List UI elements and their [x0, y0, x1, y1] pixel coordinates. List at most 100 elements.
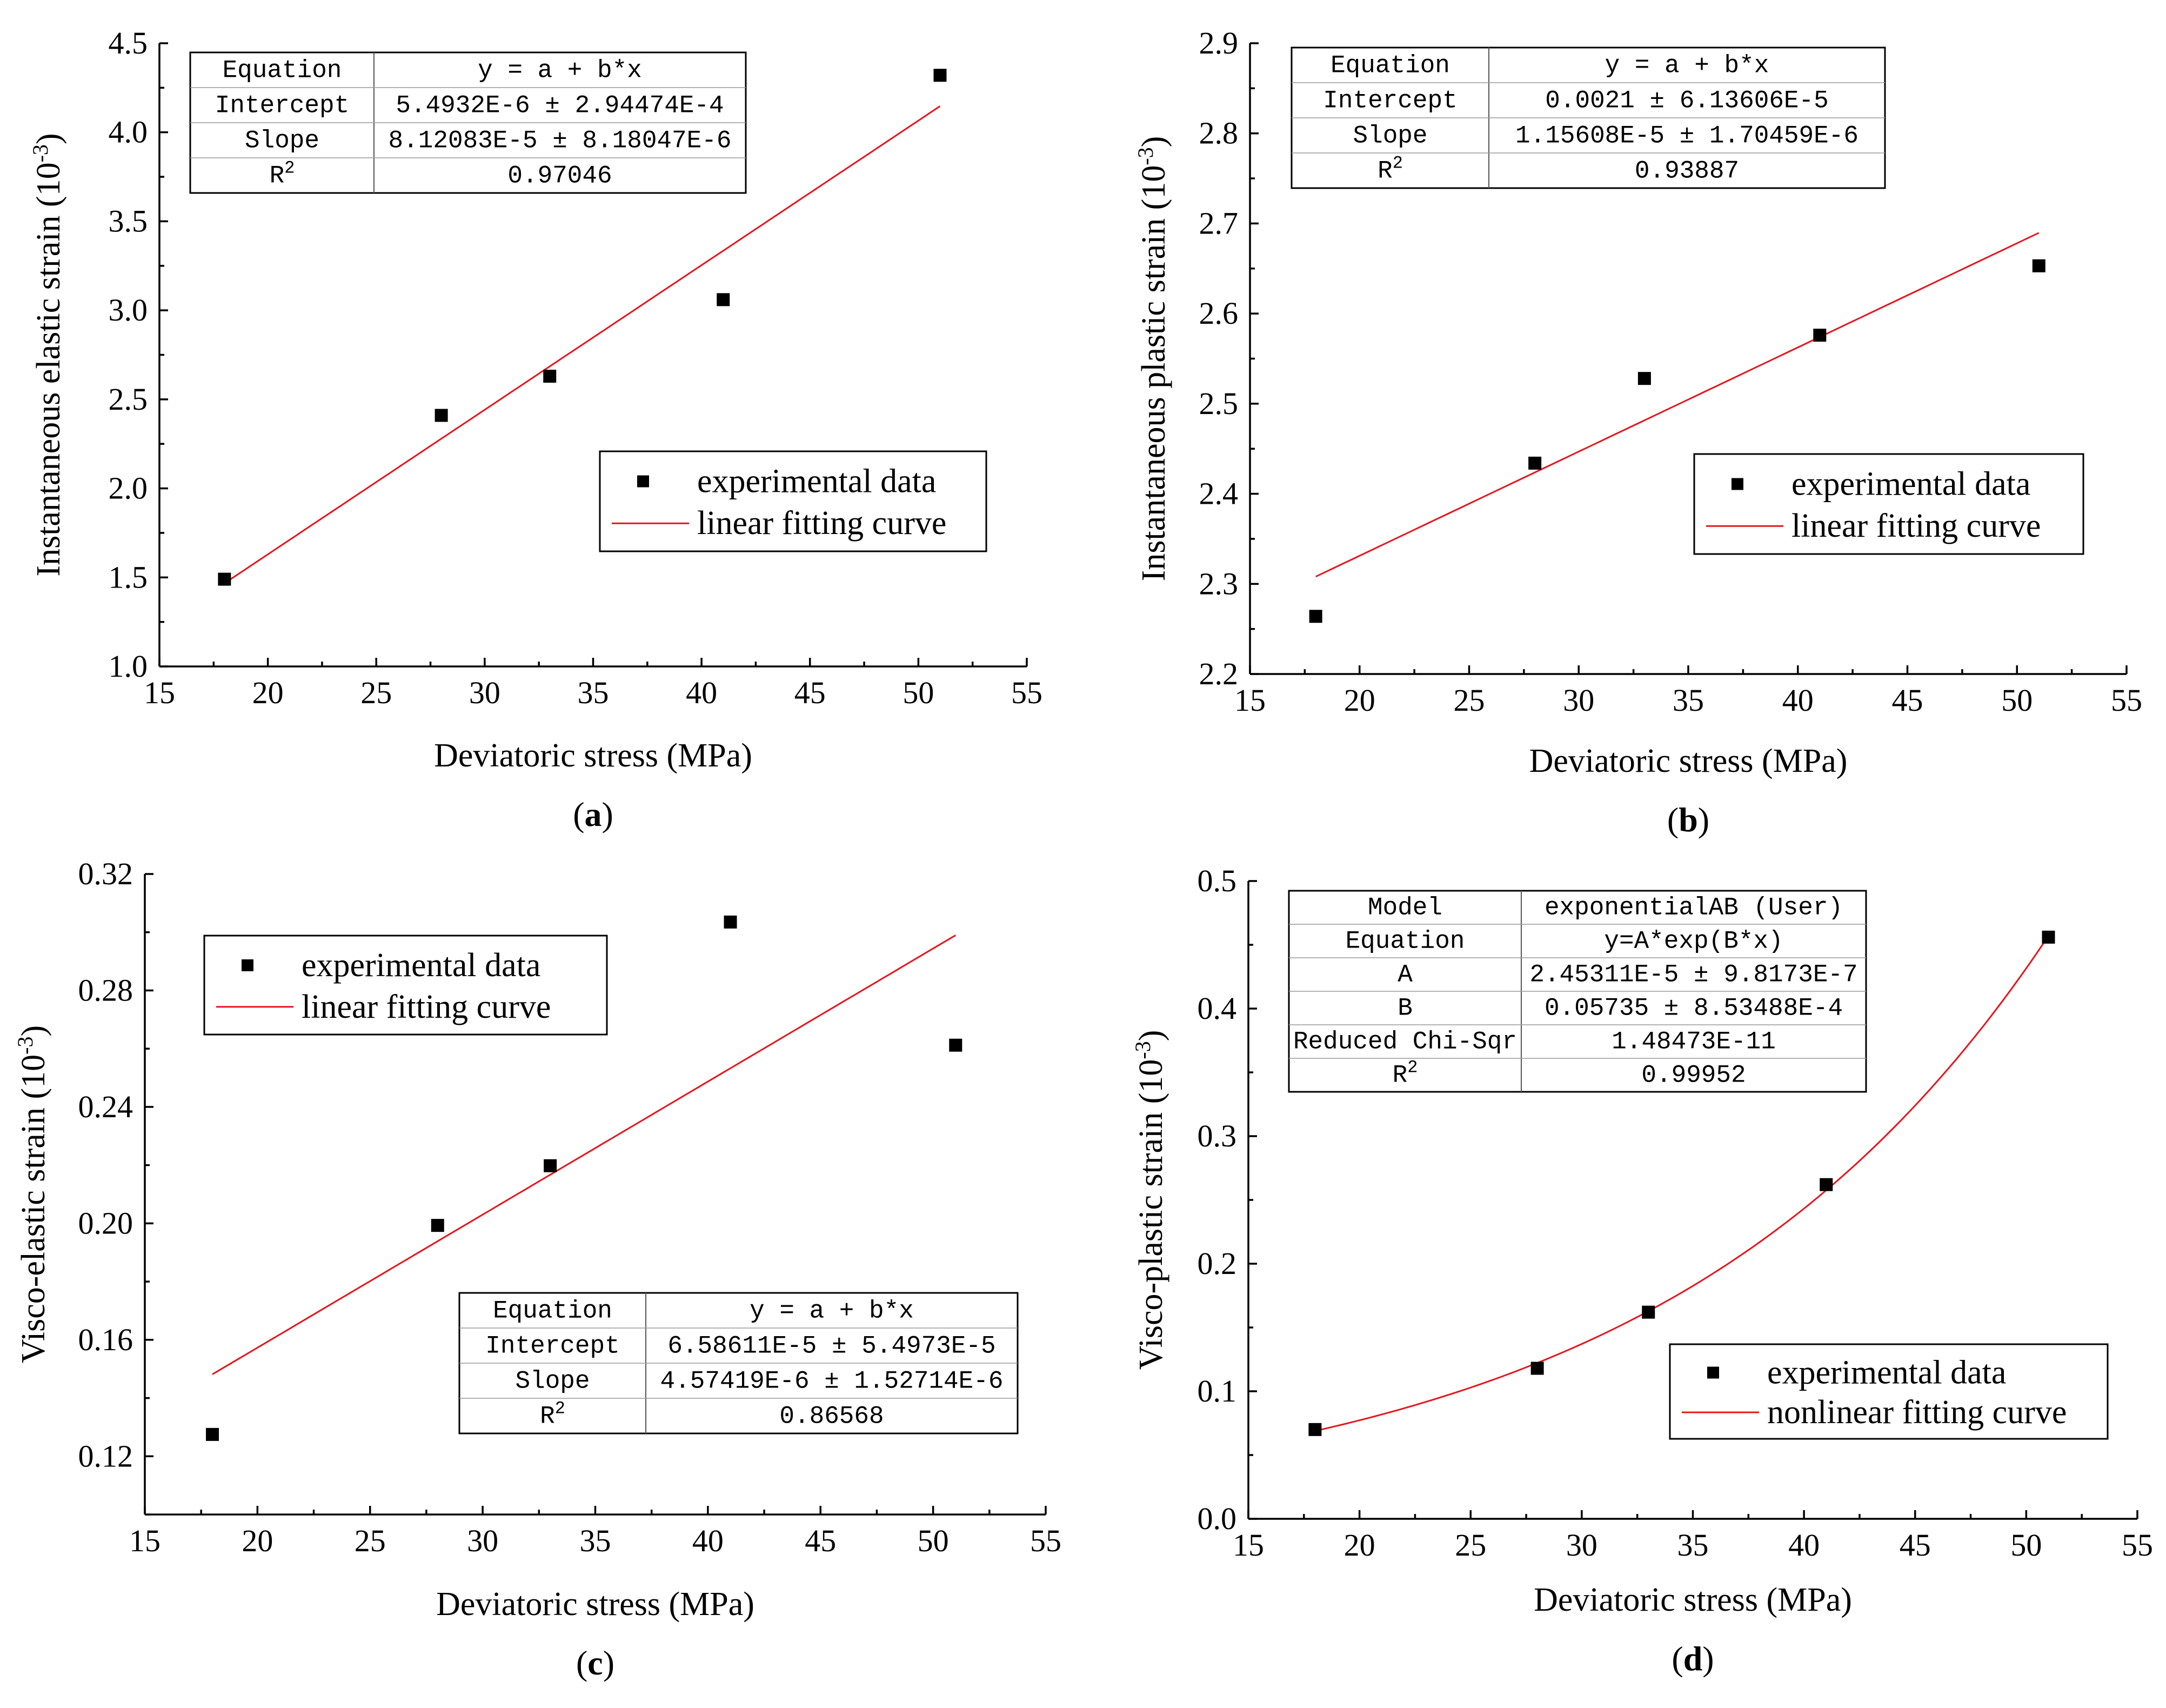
legend: experimental data linear fitting curve [1693, 453, 2084, 555]
panel-label: (d) [1672, 1639, 1714, 1678]
legend-label: experimental data [302, 947, 540, 984]
x-tick-label: 35 [580, 1523, 611, 1558]
stats-row-value: 0.97046 [507, 162, 612, 190]
data-point [1530, 1362, 1544, 1375]
y-tick-label: 2.8 [1199, 116, 1239, 151]
y-tick-label: 0.20 [78, 1205, 133, 1240]
stats-row-label: Intercept [215, 92, 349, 120]
x-tick-label: 25 [355, 1523, 386, 1558]
stats-row-label: R2 [540, 1398, 565, 1431]
legend-label: experimental data [697, 463, 936, 500]
x-tick-label: 40 [1788, 1527, 1820, 1563]
x-tick-label: 50 [918, 1523, 949, 1558]
y-tick-label: 2.4 [1199, 476, 1239, 511]
panel-label-close: ) [1702, 1639, 1714, 1678]
data-point [1820, 1178, 1833, 1191]
stats-row-value: 1.48473E-11 [1612, 1028, 1776, 1056]
x-tick-label: 40 [692, 1523, 724, 1558]
panel-label-open: ( [1667, 800, 1679, 839]
panel-label-close: ) [1698, 800, 1709, 839]
y-tick-label: 0.4 [1198, 991, 1237, 1026]
panel-label-close: ) [603, 1644, 614, 1682]
stats-row-label-text: Intercept [215, 92, 349, 120]
legend-marker-icon [1732, 478, 1743, 490]
y-tick-label: 2.0 [109, 471, 148, 506]
x-tick-label: 50 [902, 675, 934, 710]
panel-label: (b) [1667, 800, 1709, 839]
stats-row-value: y = a + b*x [1605, 52, 1769, 80]
stats-row-value: 5.4932E-6 ± 2.94474E-4 [396, 92, 724, 120]
data-point [724, 915, 737, 929]
panel-label: (c) [576, 1644, 614, 1682]
stats-row-label-text: Equation [223, 57, 342, 85]
stats-table: Equation y = a + b*x Intercept 6.58611E-5 ±… [458, 1292, 1019, 1435]
x-tick-label: 40 [1782, 683, 1814, 718]
stats-row-label: Intercept [485, 1332, 619, 1360]
legend-marker-icon [242, 959, 253, 971]
legend-marker-icon [1707, 1366, 1719, 1379]
stats-row-value: exponentialAB (User) [1545, 893, 1843, 922]
data-point [1637, 372, 1651, 385]
legend-label: experimental data [1791, 466, 2030, 503]
y-tick-label: 3.5 [109, 203, 148, 238]
x-tick-label: 45 [794, 675, 826, 710]
y-axis-title-close: ) [1133, 1030, 1169, 1042]
stats-row-label: Equation [223, 57, 342, 85]
panel-label-letter: c [587, 1644, 603, 1682]
stats-row-label-text: B [1398, 994, 1413, 1022]
stats-row-label-text: A [1398, 960, 1413, 989]
x-tick-label: 25 [1455, 1527, 1486, 1563]
x-tick-label: 55 [1030, 1523, 1061, 1558]
stats-row-label-text: Intercept [1323, 87, 1457, 115]
legend-box [1693, 453, 2084, 555]
y-tick-label: 2.6 [1199, 296, 1239, 331]
legend-label: nonlinear fitting curve [1767, 1394, 2067, 1431]
stats-row-value: 8.12083E-5 ± 8.18047E-6 [389, 127, 732, 155]
y-axis-title-exponent: -3 [28, 144, 52, 162]
x-tick-label: 15 [129, 1523, 161, 1558]
y-axis-title-main: Instantaneous plastic strain (10 [1135, 165, 1172, 582]
x-axis-title: Deviatoric stress (MPa) [1529, 743, 1848, 779]
legend-label: experimental data [1767, 1355, 2006, 1391]
x-tick-label: 30 [1566, 1527, 1597, 1563]
stats-row-label: Intercept [1323, 87, 1457, 115]
data-point [717, 293, 730, 306]
stats-row-label-text: Slope [245, 127, 319, 155]
panel-a: 15 20 25 30 35 40 45 50 55 1.0 1.5 2.0 2.5 3.0 3.5 4.0 4… [28, 25, 1043, 833]
x-tick-label: 35 [1677, 1527, 1709, 1563]
y-tick-label: 0.24 [78, 1089, 133, 1124]
stats-row-label-text: R [540, 1403, 555, 1431]
y-tick-label: 0.16 [78, 1322, 133, 1357]
y-axis-title-close: ) [15, 1025, 52, 1037]
stats-row-value: 2.45311E-5 ± 9.8173E-7 [1529, 960, 1857, 989]
y-axis-title-exponent: -3 [13, 1037, 37, 1055]
stats-row-label-text: R [1378, 157, 1393, 185]
x-tick-label: 20 [1344, 683, 1375, 718]
y-axis-title: Visco-elastic strain (10-3) [13, 1025, 52, 1363]
panel-label-close: ) [602, 795, 613, 833]
y-axis-title: Instantaneous plastic strain (10-3) [1133, 136, 1173, 582]
stats-row-value: y = a + b*x [750, 1297, 914, 1325]
panel-label: (a) [573, 795, 613, 833]
data-point [543, 370, 557, 383]
fit-curve [1315, 232, 2040, 578]
y-tick-label: 0.0 [1198, 1501, 1237, 1536]
stats-row-value: y = a + b*x [478, 57, 642, 85]
stats-row-value: 1.15608E-5 ± 1.70459E-6 [1515, 122, 1859, 150]
panel-label-open: ( [1672, 1639, 1683, 1678]
y-tick-label: 0.5 [1198, 863, 1237, 898]
x-tick-label: 55 [2111, 683, 2142, 718]
data-point [1813, 329, 1827, 342]
stats-row-label-text: Reduced Chi-Sqr [1293, 1028, 1517, 1056]
stats-row-value: 0.93887 [1635, 157, 1739, 185]
stats-row-label-text: Equation [1331, 52, 1450, 80]
y-tick-label: 2.9 [1199, 25, 1239, 61]
stats-row-label: Reduced Chi-Sqr [1293, 1028, 1517, 1056]
fit-curve [224, 105, 941, 584]
y-tick-label: 1.5 [109, 559, 148, 595]
x-tick-label: 15 [1234, 683, 1266, 718]
stats-row-value: 0.0021 ± 6.13606E-5 [1545, 87, 1829, 115]
y-axis-title-close: ) [30, 133, 67, 144]
data-point [933, 69, 947, 82]
